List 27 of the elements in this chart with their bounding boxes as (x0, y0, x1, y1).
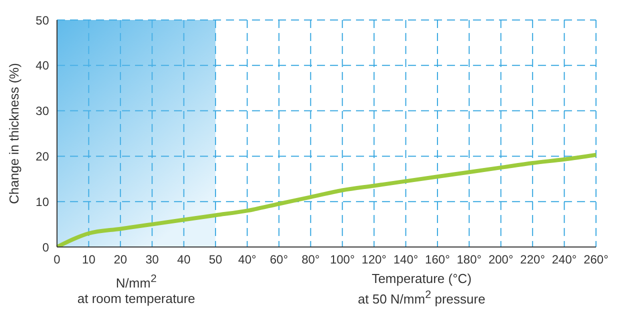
y-tick-label: 40 (36, 58, 50, 73)
x-tick-label: 80° (302, 252, 320, 267)
x-tick-label: 100° (330, 252, 355, 267)
x-tick-label: 50 (208, 252, 223, 267)
x-tick-label: 240° (552, 252, 577, 267)
text: N/mm$^{2}$ at room temperature (76, 272, 196, 308)
y-tick-label: 0 (42, 240, 50, 254)
y-tick-label: 30 (36, 104, 50, 118)
x-tick-label: 140° (393, 252, 418, 267)
x-tick-label: 10 (82, 252, 96, 267)
x-tick-label: 40 (177, 252, 191, 267)
x-tick-label: 20 (114, 252, 128, 267)
x-tick-label: 120° (362, 252, 387, 267)
x-tick-label: 260° (584, 252, 609, 267)
y-tick-label: 50 (36, 13, 50, 28)
x-tick-label: 220° (520, 252, 546, 267)
text: Temperature (°C) at 50 N/mm$^{2}$ pressure (356, 271, 486, 308)
x-tick-label: 30 (145, 252, 160, 267)
x-tick-label: 0 (54, 252, 61, 267)
y-tick-label: 20 (36, 149, 50, 164)
y-axis-title: Change in thickness (%) (6, 63, 22, 204)
x-tick-label: 40° (238, 252, 257, 267)
x-tick-label: 180° (456, 252, 482, 267)
x-tick-label: 200° (488, 252, 514, 267)
x-tick-label: 60° (270, 252, 288, 267)
y-tick-label: 10 (36, 194, 50, 209)
x-tick-label: 160° (425, 252, 450, 267)
